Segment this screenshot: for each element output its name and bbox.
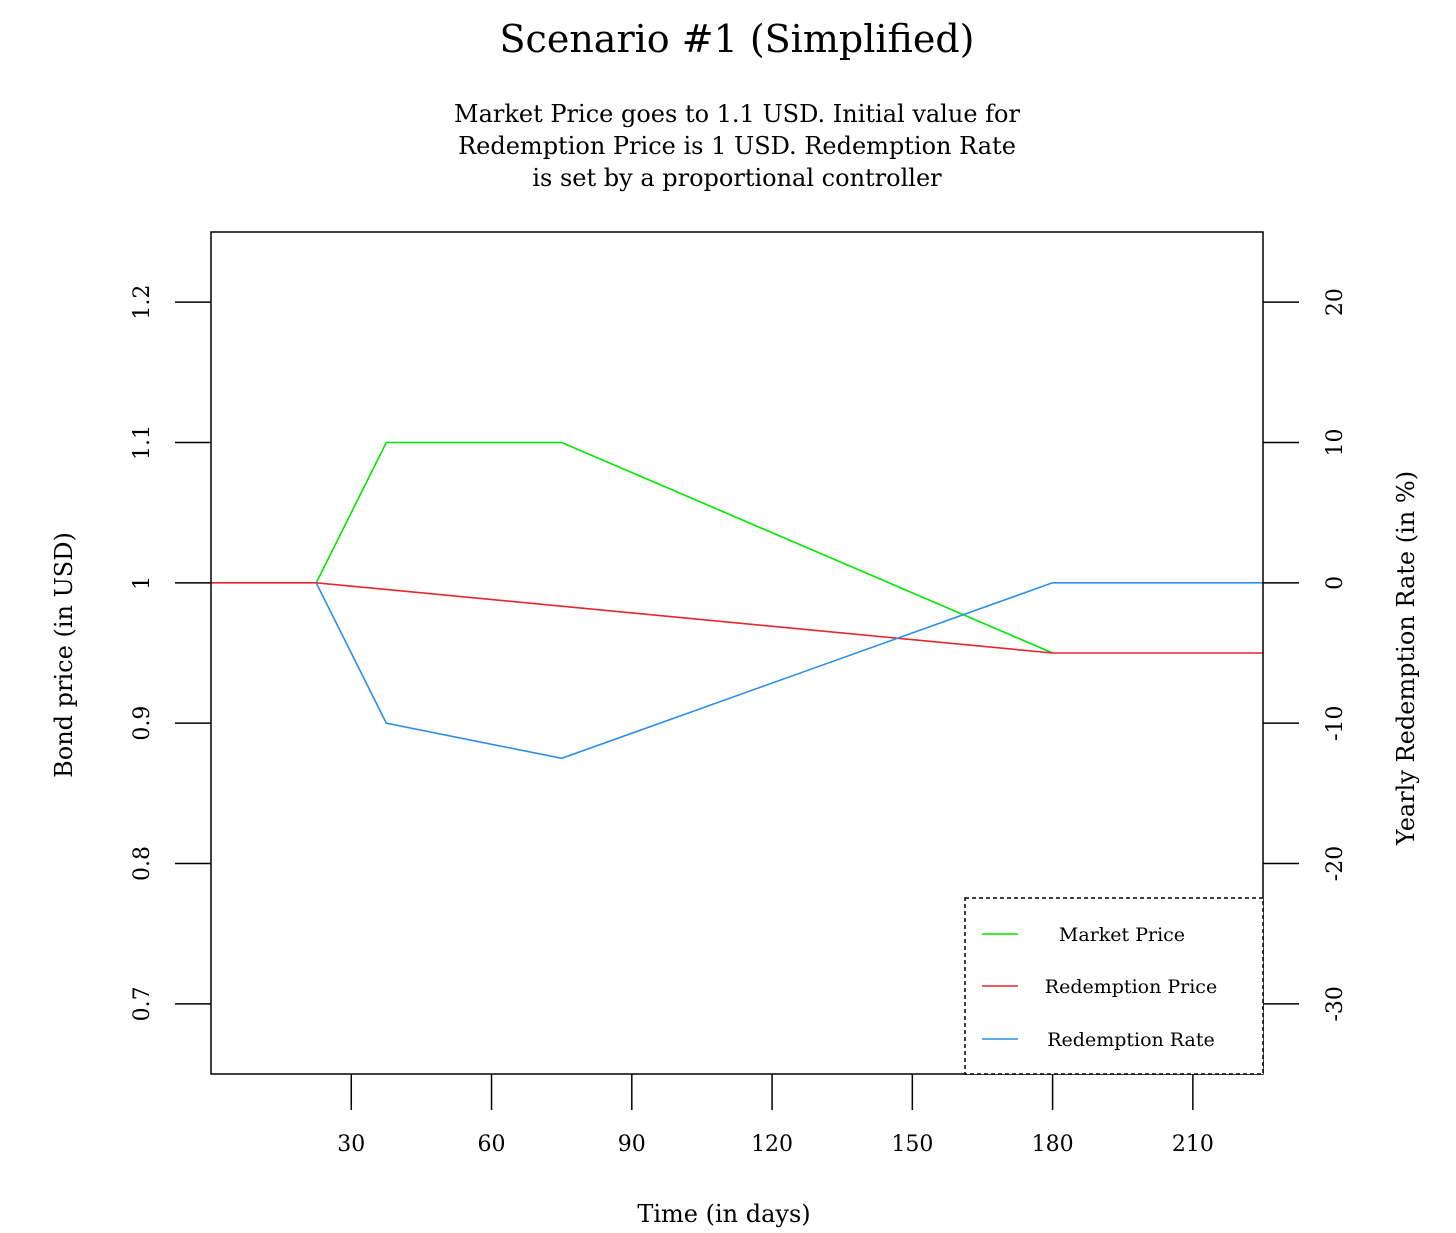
x-tick-label: 150 [891, 1132, 933, 1157]
y2-tick-label: -20 [1323, 846, 1348, 881]
chart-subtitle-line-2: Redemption Price is 1 USD. Redemption Ra… [458, 132, 1016, 160]
y2-tick-label: 0 [1323, 576, 1348, 590]
y-tick-label: 0.8 [130, 846, 155, 881]
y-tick-label: 1 [130, 576, 155, 590]
y-axis-right: -30 -20 -10 0 10 20 [1263, 288, 1348, 1022]
x-tick-label: 210 [1172, 1132, 1214, 1157]
y-tick-label: 1.2 [130, 285, 155, 320]
x-axis-label: Time (in days) [637, 1200, 810, 1228]
x-tick-label: 180 [1032, 1132, 1074, 1157]
legend: Market Price Redemption Price Redemption… [964, 897, 1264, 1075]
y-axis-left: 0.7 0.8 0.9 1 1.1 1.2 [130, 285, 211, 1021]
x-tick-label: 30 [337, 1132, 365, 1157]
x-axis: 30 60 90 120 150 180 210 [337, 1074, 1214, 1157]
y-tick-label: 0.7 [130, 986, 155, 1021]
y-tick-label: 1.1 [130, 425, 155, 460]
series-line-market-price [315, 441, 1053, 654]
y2-tick-label: -10 [1323, 705, 1348, 740]
y-axis-right-label: Yearly Redemption Rate (in %) [1392, 471, 1420, 846]
plot-frame [210, 231, 1264, 1075]
y-tick-label: 0.9 [130, 706, 155, 741]
y2-tick-label: 20 [1323, 288, 1348, 316]
y2-tick-label: 10 [1323, 429, 1348, 457]
y2-tick-label: -30 [1323, 986, 1348, 1021]
legend-label-redemption-rate: Redemption Rate [1047, 1029, 1215, 1051]
x-tick-label: 90 [618, 1132, 646, 1157]
series-line-redemption-rate [315, 581, 1263, 760]
chart-subtitle-line-1: Market Price goes to 1.1 USD. Initial va… [454, 100, 1020, 128]
chart-title: Scenario #1 (Simplified) [500, 17, 975, 61]
legend-label-market-price: Market Price [1059, 924, 1185, 946]
plot-lines [211, 441, 1263, 760]
chart-subtitle-line-3: is set by a proportional controller [532, 164, 942, 192]
legend-label-redemption-price: Redemption Price [1045, 976, 1217, 998]
x-tick-label: 60 [478, 1132, 506, 1157]
y-axis-left-label: Bond price (in USD) [50, 532, 78, 778]
series-line-redemption-price [211, 581, 1263, 654]
x-tick-label: 120 [751, 1132, 793, 1157]
